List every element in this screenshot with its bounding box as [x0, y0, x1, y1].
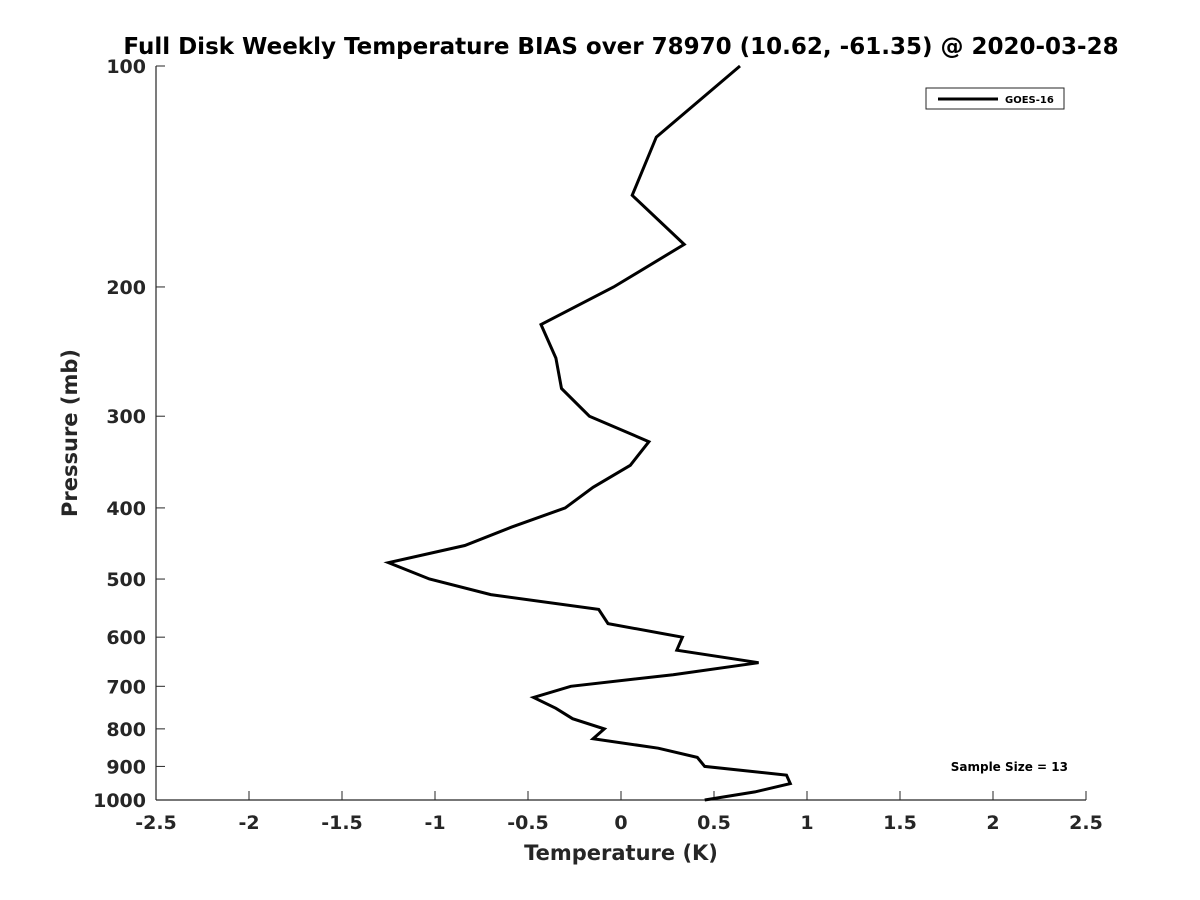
- x-tick-label: -0.5: [507, 812, 549, 834]
- y-tick-label: 100: [106, 56, 146, 78]
- y-tick-label: 200: [106, 277, 146, 299]
- x-tick-label: 1.5: [883, 812, 917, 834]
- y-axis-label: Pressure (mb): [58, 349, 82, 517]
- sample-size-annotation: Sample Size = 13: [951, 760, 1068, 774]
- x-axis-label: Temperature (K): [524, 841, 718, 865]
- x-tick-label: -1.5: [321, 812, 363, 834]
- x-tick-label: 1: [800, 812, 813, 834]
- x-tick-label: 0: [614, 812, 627, 834]
- x-tick-label: 2.5: [1069, 812, 1103, 834]
- y-tick-label: 1000: [93, 790, 146, 812]
- legend: GOES-16: [925, 87, 1065, 110]
- y-tick-label: 300: [106, 406, 146, 428]
- y-tick-label: 500: [106, 569, 146, 591]
- x-tick-label: -1: [424, 812, 445, 834]
- x-tick-label: 2: [986, 812, 999, 834]
- y-tick-label: 600: [106, 627, 146, 649]
- y-tick-label: 800: [106, 719, 146, 741]
- x-tick-label: -2.5: [135, 812, 177, 834]
- legend-label-goes-16: GOES-16: [1005, 95, 1054, 106]
- x-tick-label: -2: [238, 812, 259, 834]
- series-line-goes-16: [383, 64, 793, 802]
- y-tick-label: 400: [106, 498, 146, 520]
- plot-area: -2.5 -2 -1.5 -1 -0.5 0 0.5 1 1.5 2 2.5 100 200 300 400…: [93, 56, 1103, 834]
- chart-title: Full Disk Weekly Temperature BIAS over 7…: [123, 34, 1118, 60]
- y-tick-label: 900: [106, 756, 146, 778]
- x-tick-label: 0.5: [697, 812, 731, 834]
- y-tick-label: 700: [106, 676, 146, 698]
